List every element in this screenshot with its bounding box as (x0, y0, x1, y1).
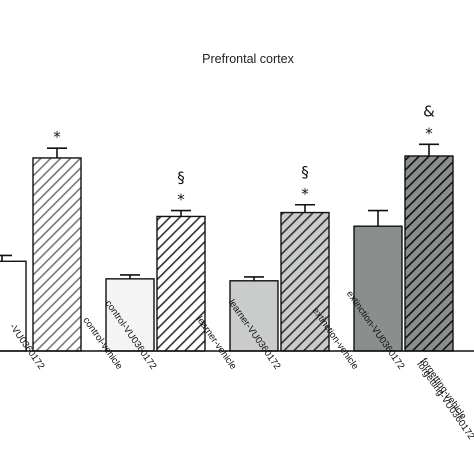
bar-0 (0, 260, 27, 352)
bar-1 (32, 157, 82, 352)
chart-title: Prefrontal cortex (202, 52, 294, 66)
bar-2 (105, 278, 155, 352)
significance-mark-3-0: * (177, 191, 185, 209)
significance-mark-1-0: * (53, 128, 61, 146)
significance-mark-3-1: § (177, 169, 185, 187)
bar-6 (353, 225, 403, 352)
significance-mark-7-1: & (423, 102, 435, 120)
significance-mark-5-0: * (301, 185, 309, 203)
significance-mark-5-1: § (301, 163, 309, 181)
bar-5 (280, 211, 330, 352)
tick-label-8: forgetting-VU0360172 (414, 359, 474, 441)
bars-layer: * * § * § * & (0, 102, 454, 352)
bar-7 (404, 155, 454, 352)
bar-3 (156, 215, 206, 352)
significance-mark-7-0: * (425, 124, 433, 142)
